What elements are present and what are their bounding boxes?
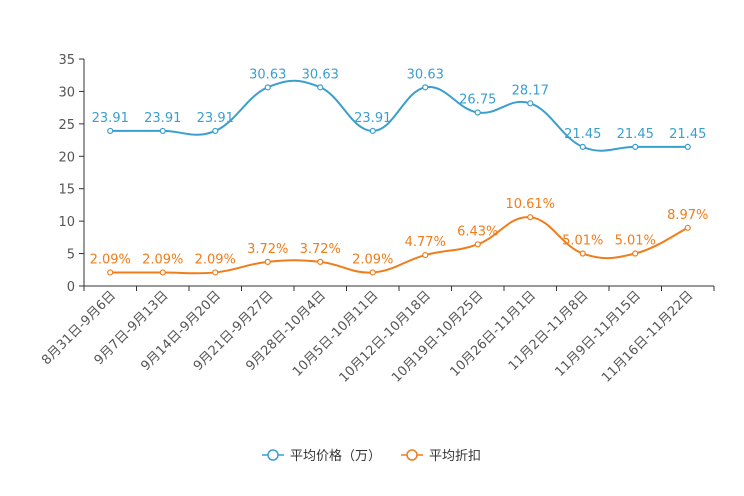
data-point: [264, 258, 271, 265]
data-label: 3.72%: [300, 242, 341, 257]
data-point: [264, 84, 271, 91]
data-point: [212, 269, 219, 276]
data-label: 23.91: [144, 111, 181, 126]
y-tick-label: 15: [58, 183, 75, 198]
y-tick-label: 5: [67, 248, 75, 263]
data-label: 10.61%: [505, 197, 555, 212]
data-point: [212, 127, 219, 135]
legend: 平均价格（万） 平均折扣: [262, 448, 481, 464]
data-point: [684, 143, 691, 150]
data-label: 8.97%: [667, 208, 708, 223]
data-label: 4.77%: [405, 235, 446, 250]
data-point: [369, 127, 376, 135]
data-label: 21.45: [564, 127, 601, 142]
data-point: [684, 224, 691, 231]
data-label: 2.09%: [195, 252, 236, 267]
data-label: 21.45: [669, 127, 706, 142]
data-label: 2.09%: [90, 252, 131, 267]
data-point: [527, 214, 534, 221]
y-tick-label: 35: [58, 53, 75, 68]
data-point: [632, 250, 639, 257]
data-label: 28.17: [512, 83, 549, 98]
x-tick-label: 10月19日-10月25日: [389, 288, 486, 385]
data-label: 5.01%: [562, 234, 603, 249]
data-label: 5.01%: [615, 234, 656, 249]
data-label: 23.91: [197, 111, 234, 126]
data-point: [632, 143, 639, 150]
data-label: 26.75: [459, 93, 496, 108]
x-axis: 8月31日-9月6日9月7日-9月13日9月14日-9月20日9月21日-9月2…: [39, 285, 715, 386]
x-tick-label: 10月12日-10月18日: [337, 288, 434, 385]
data-point: [159, 269, 166, 276]
data-label: 23.91: [354, 111, 391, 126]
y-tick-label: 0: [67, 280, 75, 295]
legend-item-1: 平均价格（万）: [262, 448, 381, 464]
data-point: [579, 143, 586, 150]
legend-label: 平均折扣: [429, 449, 481, 464]
legend-marker: [267, 449, 279, 461]
series-layer: 23.91 23.91 23.91 30.63 30.63 23.91 30.63 26.75…: [90, 67, 708, 276]
data-point: [317, 84, 324, 91]
data-label: 3.72%: [247, 242, 288, 257]
y-axis: 0 5 10 15 20 25 30 35: [58, 53, 85, 295]
y-tick-label: 25: [58, 118, 75, 133]
y-tick-label: 20: [58, 150, 75, 165]
data-label: 30.63: [302, 67, 339, 82]
data-label: 2.09%: [352, 252, 393, 267]
data-point: [527, 100, 534, 107]
data-label: 21.45: [617, 127, 654, 142]
legend-label: 平均价格（万）: [290, 448, 381, 464]
data-point: [422, 84, 429, 91]
data-label: 23.91: [92, 111, 129, 126]
series-1: 23.91 23.91 23.91 30.63 30.63 23.91 30.63 26.75…: [92, 67, 706, 152]
data-label: 2.09%: [142, 252, 183, 267]
data-point: [107, 127, 114, 135]
data-point: [474, 241, 481, 248]
legend-item-2: 平均折扣: [401, 449, 481, 464]
data-point: [159, 127, 166, 135]
data-point: [107, 269, 114, 276]
data-point: [422, 251, 429, 259]
x-tick-label: 11月16日-11月22日: [599, 288, 696, 385]
data-point: [369, 269, 376, 276]
data-point: [579, 250, 586, 257]
y-tick-label: 10: [58, 215, 75, 230]
y-tick-label: 30: [58, 85, 75, 100]
legend-marker: [406, 449, 418, 461]
data-label: 6.43%: [457, 224, 498, 239]
data-label: 30.63: [407, 67, 444, 82]
series-2: 2.09% 2.09% 2.09% 3.72% 3.72% 2.09% 4.77% 6.43%…: [90, 197, 708, 276]
data-point: [317, 258, 324, 265]
data-point: [474, 109, 481, 116]
data-label: 30.63: [249, 67, 286, 82]
